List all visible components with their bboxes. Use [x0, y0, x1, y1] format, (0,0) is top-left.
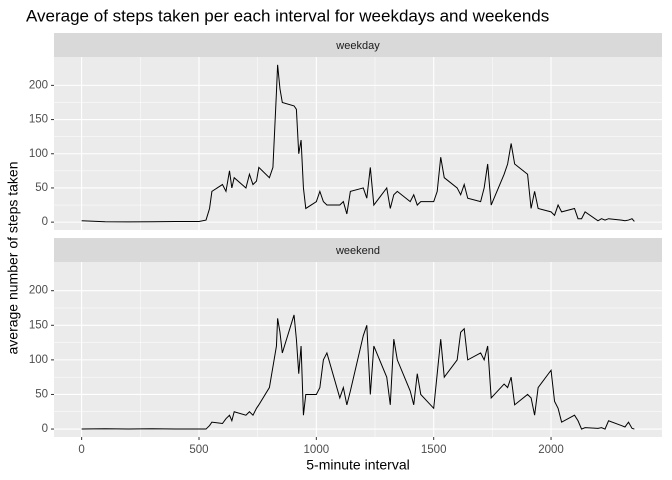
y-tick-label: 150: [29, 114, 48, 126]
y-tick-label: 50: [35, 182, 48, 194]
x-tick-label: 1500: [421, 444, 447, 456]
panel-background: [54, 57, 662, 230]
strip: [54, 33, 662, 57]
strip: [54, 238, 662, 262]
x-axis-title: 5-minute interval: [306, 457, 410, 473]
y-tick-label: 200: [29, 79, 48, 91]
x-tick-label: 1000: [304, 444, 330, 456]
chart-title: Average of steps taken per each interval…: [26, 6, 549, 25]
y-tick-label: 50: [35, 388, 48, 400]
x-tick-label: 500: [189, 444, 208, 456]
y-tick-label: 100: [29, 148, 48, 160]
y-axis-title: average number of steps taken: [5, 161, 21, 354]
x-tick-label: 0: [78, 444, 84, 456]
x-tick-label: 2000: [538, 444, 564, 456]
y-tick-label: 0: [42, 423, 48, 435]
data-line: [81, 64, 635, 223]
y-tick-label: 200: [29, 285, 48, 297]
y-tick-label: 0: [42, 216, 48, 228]
y-tick-label: 100: [29, 354, 48, 366]
panel-background: [54, 262, 662, 437]
strip-label: weekend: [335, 245, 380, 257]
y-tick-label: 150: [29, 319, 48, 331]
data-line: [81, 314, 635, 430]
strip-label: weekday: [335, 40, 380, 52]
